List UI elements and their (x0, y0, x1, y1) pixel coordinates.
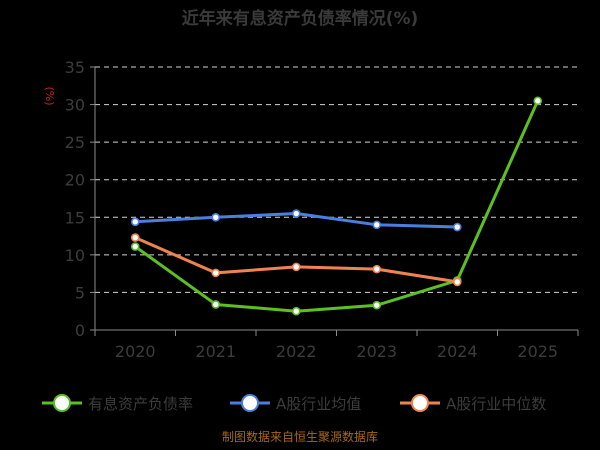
legend-label: 有息资产负债率 (88, 395, 193, 413)
source-note: 制图数据来自恒生聚源数据库 (222, 429, 378, 444)
legend-label: A股行业均值 (276, 395, 361, 413)
chart-title: 近年来有息资产负债率情况(%) (182, 8, 419, 29)
data-point (372, 300, 382, 310)
data-point (291, 209, 301, 218)
y-tick-label: 10 (65, 246, 85, 265)
x-tick-label: 2020 (115, 342, 156, 361)
x-tick-label: 2022 (276, 342, 317, 361)
data-point (372, 264, 382, 274)
data-point (533, 96, 543, 106)
data-point (291, 306, 301, 316)
legend-marker (411, 394, 429, 412)
y-tick-label: 15 (65, 208, 85, 227)
y-tick-label: 25 (65, 133, 85, 152)
data-point (372, 220, 382, 230)
data-point (452, 222, 462, 232)
gridlines (95, 66, 578, 293)
y-axis-unit: (%) (43, 86, 56, 105)
x-tick-label: 2024 (437, 342, 478, 361)
data-point (211, 300, 221, 309)
legend-label: A股行业中位数 (446, 395, 546, 413)
series-lines (130, 96, 543, 316)
data-point (452, 277, 462, 287)
legend: 有息资产负债率 A股行业均值 A股行业中位数 (42, 394, 546, 413)
data-point (291, 262, 301, 272)
y-tick-label: 20 (65, 171, 85, 190)
y-tick-label: 5 (75, 283, 85, 302)
data-point (130, 242, 140, 251)
legend-marker (241, 394, 259, 412)
x-tick-label: 2023 (356, 342, 397, 361)
y-tick-label: 30 (65, 96, 85, 115)
x-tick-label: 2021 (195, 342, 236, 361)
data-point (130, 217, 140, 227)
y-tick-label: 0 (75, 321, 85, 340)
y-tick-label: 35 (65, 58, 85, 77)
data-point (211, 212, 221, 222)
series-line-0 (133, 99, 540, 313)
data-point (130, 233, 140, 242)
series-line-2 (133, 236, 459, 284)
data-point (211, 268, 221, 278)
x-tick-label: 2025 (517, 342, 558, 361)
legend-marker (53, 394, 71, 412)
